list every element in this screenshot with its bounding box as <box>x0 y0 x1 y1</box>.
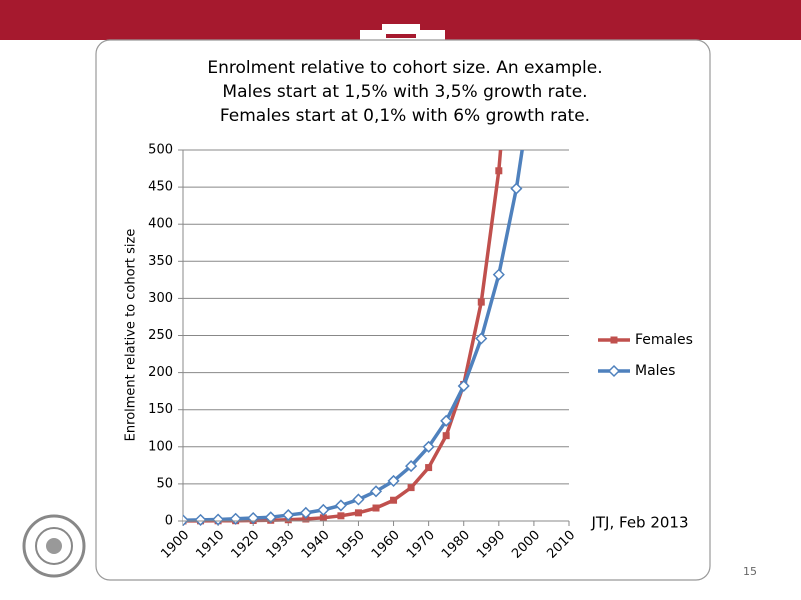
legend-label: Females <box>635 332 693 348</box>
marker <box>299 506 312 519</box>
annotation: JTJ, Feb 2013 <box>590 514 688 532</box>
marker <box>387 474 400 487</box>
chart-frame <box>95 39 711 581</box>
marker <box>352 493 365 506</box>
marker <box>457 379 470 393</box>
y-tick-label: 300 <box>148 291 173 306</box>
marker <box>407 484 415 492</box>
y-tick-label: 200 <box>148 365 173 380</box>
marker <box>390 496 398 504</box>
y-tick-label: 0 <box>165 514 173 529</box>
y-tick-label: 100 <box>148 439 173 454</box>
seal <box>22 514 86 578</box>
marker <box>372 504 380 512</box>
marker <box>425 464 433 472</box>
marker <box>440 414 453 427</box>
chart-title: Enrolment relative to cohort size. An ex… <box>207 58 602 78</box>
marker <box>334 499 347 512</box>
marker <box>369 485 383 498</box>
legend-marker <box>607 364 621 378</box>
marker <box>422 440 435 453</box>
marker <box>212 513 225 526</box>
y-tick-label: 50 <box>156 476 173 491</box>
legend-marker <box>610 336 618 344</box>
marker <box>282 509 295 522</box>
chart-title: Males start at 1,5% with 3,5% growth rat… <box>222 82 587 102</box>
marker <box>354 509 362 517</box>
page-number: 15 <box>743 565 757 578</box>
marker <box>442 432 450 440</box>
y-tick-label: 400 <box>148 217 173 232</box>
marker <box>317 503 330 516</box>
y-tick-label: 250 <box>148 328 173 343</box>
marker <box>319 514 327 522</box>
marker <box>495 167 503 175</box>
y-tick-label: 450 <box>148 180 173 195</box>
y-tick-label: 350 <box>148 254 173 269</box>
legend-label: Males <box>635 363 675 379</box>
marker <box>475 332 488 345</box>
y-tick-label: 500 <box>148 143 173 158</box>
marker <box>492 268 505 281</box>
marker <box>264 511 277 524</box>
y-axis-label: Enrolment relative to cohort size <box>124 229 139 442</box>
marker <box>477 298 485 306</box>
logo <box>360 24 445 42</box>
marker <box>194 513 207 526</box>
marker <box>302 515 310 523</box>
marker <box>510 182 523 195</box>
marker <box>337 512 345 520</box>
marker <box>183 514 190 526</box>
chart-title: Females start at 0,1% with 6% growth rat… <box>220 106 590 126</box>
y-tick-label: 150 <box>148 402 173 417</box>
marker <box>405 460 418 473</box>
